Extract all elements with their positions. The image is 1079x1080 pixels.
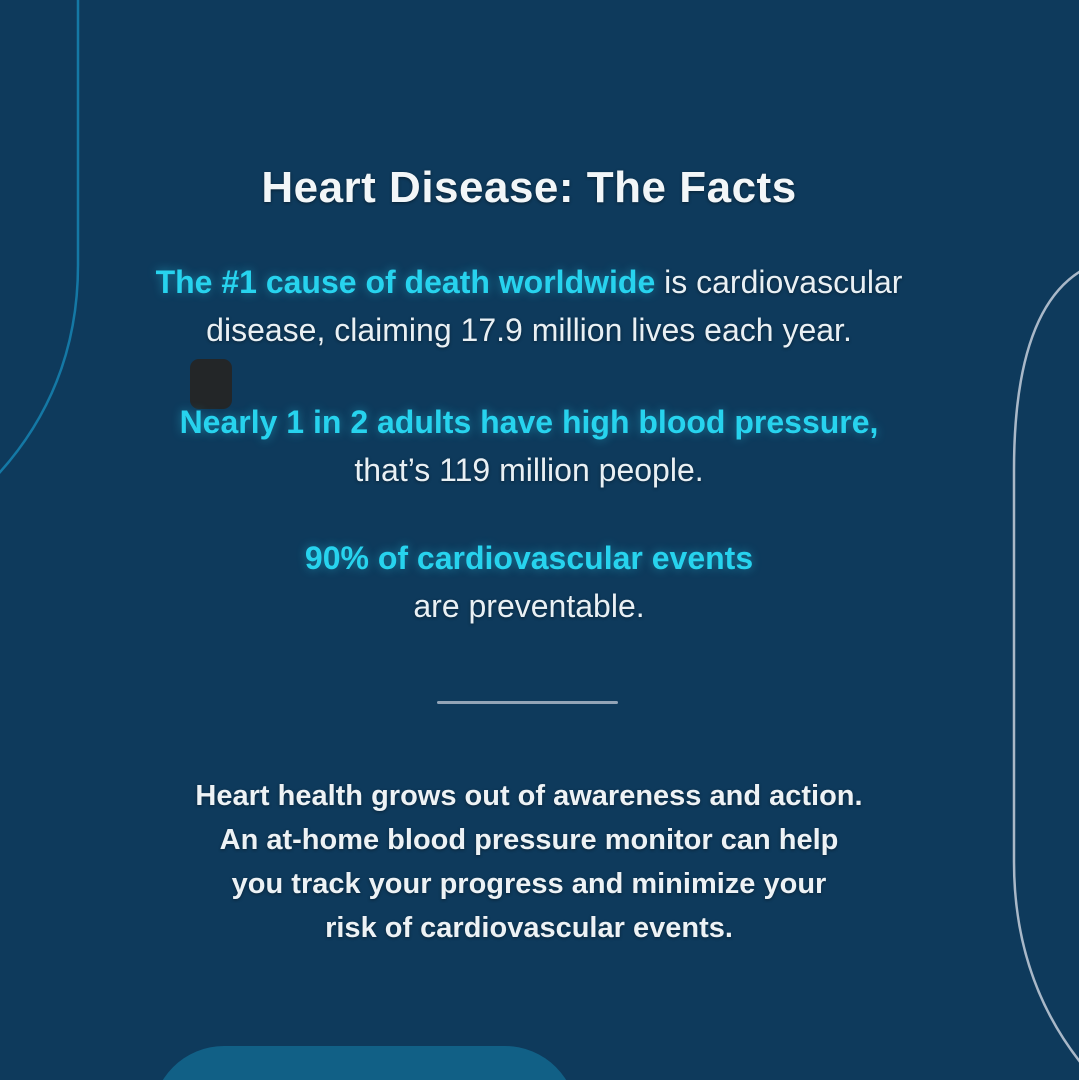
fact-2-line-2: that’s 119 million people. bbox=[354, 452, 704, 488]
page-title: Heart Disease: The Facts bbox=[261, 163, 797, 212]
fact-2: Nearly 1 in 2 adults have high blood pre… bbox=[0, 398, 1058, 494]
divider-line bbox=[437, 701, 618, 704]
fact-3-line-2: are preventable. bbox=[413, 588, 645, 624]
fact-1-highlight: The #1 cause of death worldwide bbox=[155, 264, 656, 300]
footer-line-3: you track your progress and minimize you… bbox=[231, 868, 827, 900]
fact-1-line-1: The #1 cause of death worldwide is cardi… bbox=[0, 258, 1058, 306]
footer-paragraph: Heart health grows out of awareness and … bbox=[0, 774, 1058, 950]
right-curve-decoration bbox=[1012, 270, 1079, 1063]
dark-rectangle-artifact bbox=[190, 359, 232, 409]
fact-2-highlight: Nearly 1 in 2 adults have high blood pre… bbox=[179, 404, 879, 440]
bottom-rounded-shape-decoration bbox=[162, 1046, 567, 1080]
footer-line-2: An at-home blood pressure monitor can he… bbox=[219, 824, 839, 856]
footer-line-1: Heart health grows out of awareness and … bbox=[195, 780, 863, 812]
footer-line-4: risk of cardiovascular events. bbox=[325, 912, 733, 944]
fact-1: The #1 cause of death worldwide is cardi… bbox=[0, 258, 1058, 354]
fact-1-normal: is cardiovascular bbox=[655, 264, 903, 300]
fact-3-highlight: 90% of cardiovascular events bbox=[304, 540, 754, 576]
fact-3: 90% of cardiovascular events are prevent… bbox=[0, 534, 1058, 630]
fact-1-line-2: disease, claiming 17.9 million lives eac… bbox=[206, 312, 852, 348]
